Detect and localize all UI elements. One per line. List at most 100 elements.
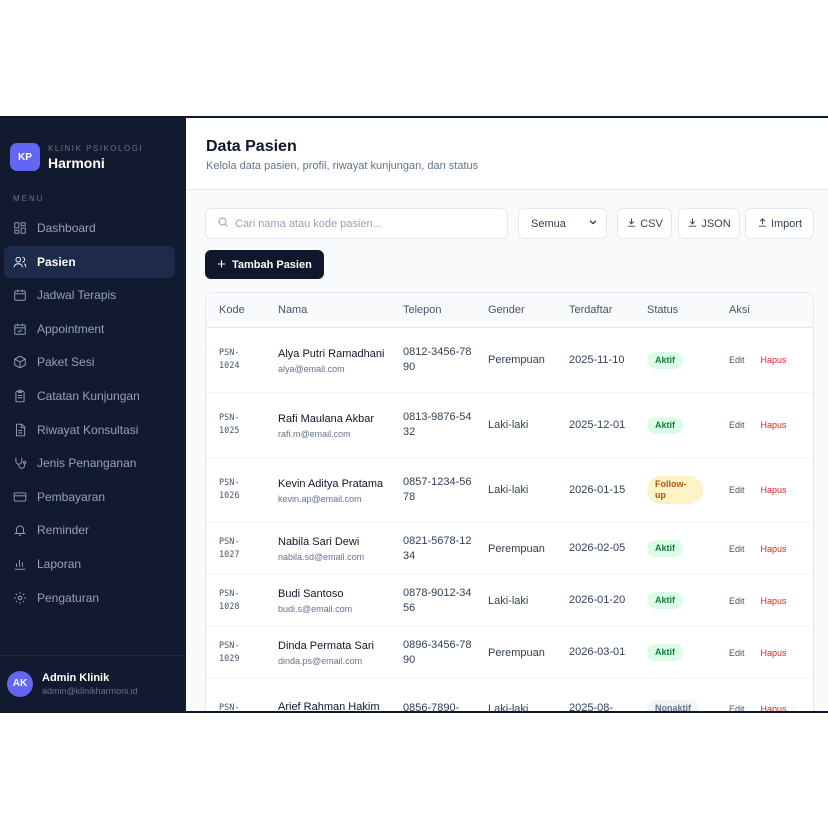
sidebar-item-label: Jadwal Terapis xyxy=(37,288,117,303)
patient-phone: 0878-9012-3456 xyxy=(403,586,472,614)
column-header-terdaftar[interactable]: Terdaftar xyxy=(569,304,613,316)
credit-card-icon xyxy=(13,490,27,504)
sidebar-item-label: Paket Sesi xyxy=(37,355,95,370)
patient-registered-date: 2026-01-20 xyxy=(569,594,626,606)
bar-chart-icon xyxy=(13,557,27,571)
main-content: Data Pasien Kelola data pasien, profil, … xyxy=(186,118,828,711)
patient-gender: Laki-laki xyxy=(488,594,529,607)
page-subtitle: Kelola data pasien, profil, riwayat kunj… xyxy=(206,160,479,172)
edit-button[interactable]: Edit xyxy=(729,355,745,365)
status-filter-select[interactable]: Semua xyxy=(518,208,607,239)
table-row: PSN- Arief Rahman Hakim 0856-7890- Laki-lak… xyxy=(206,679,813,711)
status-filter-value: Semua xyxy=(531,217,566,230)
document-icon xyxy=(13,423,27,437)
patient-code: PSN-1026 xyxy=(219,478,240,501)
sidebar-item-dashboard[interactable]: Dashboard xyxy=(4,212,175,244)
delete-button[interactable]: Hapus xyxy=(760,647,787,658)
gear-icon xyxy=(13,591,27,605)
patient-phone: 0857-1234-5678 xyxy=(403,476,472,503)
clipboard-icon xyxy=(13,389,27,403)
delete-button[interactable]: Hapus xyxy=(760,595,787,606)
patient-registered-date: 2025-12-01 xyxy=(569,418,626,431)
edit-button[interactable]: Edit xyxy=(729,543,745,554)
status-badge: Aktif xyxy=(647,416,683,434)
calendar-check-icon xyxy=(13,322,27,336)
patient-gender: Laki-laki xyxy=(488,702,529,712)
sidebar-item-riwayat-konsultasi[interactable]: Riwayat Konsultasi xyxy=(4,414,175,446)
column-header-telepon[interactable]: Telepon xyxy=(403,304,442,316)
sidebar-item-reminder[interactable]: Reminder xyxy=(4,514,175,546)
table-row: PSN-1027 Nabila Sari Dewi nabila.sd@email.… xyxy=(206,523,813,575)
sidebar-item-pasien[interactable]: Pasien xyxy=(4,245,175,278)
sidebar-item-jadwal-terapis[interactable]: Jadwal Terapis xyxy=(4,279,175,311)
chevron-down-icon xyxy=(588,217,598,230)
import-button[interactable]: Import xyxy=(745,208,814,239)
delete-button[interactable]: Hapus xyxy=(760,420,787,430)
edit-button[interactable]: Edit xyxy=(729,595,745,606)
patient-code: PSN-1027 xyxy=(219,536,240,560)
export-json-button[interactable]: JSON xyxy=(678,208,740,239)
patient-phone: 0813-9876-5432 xyxy=(403,411,472,438)
edit-button[interactable]: Edit xyxy=(729,485,745,495)
column-header-gender[interactable]: Gender xyxy=(488,304,525,316)
patient-registered-date: 2025-11-10 xyxy=(569,353,625,366)
menu-title: MENU xyxy=(13,194,45,203)
search-box[interactable] xyxy=(205,208,508,239)
sidebar-item-jenis-penanganan[interactable]: Jenis Penanganan xyxy=(4,447,175,479)
sidebar-item-pengaturan[interactable]: Pengaturan xyxy=(4,582,175,614)
patient-name: Dinda Permata Sari xyxy=(278,640,374,652)
sidebar: KP KLINIK PSIKOLOGI Harmoni MENU Dashboa… xyxy=(0,118,186,711)
edit-button[interactable]: Edit xyxy=(729,647,745,658)
page-title: Data Pasien xyxy=(206,138,297,155)
patient-code: PSN-1028 xyxy=(219,588,240,612)
search-input[interactable] xyxy=(235,217,495,230)
edit-button[interactable]: Edit xyxy=(729,420,745,430)
patient-gender: Perempuan xyxy=(488,646,545,659)
patient-phone: 0896-3456-7890 xyxy=(403,638,472,666)
patient-email: rafi.m@email.com xyxy=(278,428,351,439)
brand-name: Harmoni xyxy=(48,154,105,171)
patient-gender: Perempuan xyxy=(488,354,545,366)
column-header-status[interactable]: Status xyxy=(647,304,679,316)
sidebar-item-laporan[interactable]: Laporan xyxy=(4,548,175,580)
table-row: PSN-1026 Kevin Aditya Pratama kevin.ap@ema… xyxy=(206,458,813,523)
sidebar-item-label: Appointment xyxy=(37,321,105,336)
search-icon xyxy=(217,215,229,233)
export-csv-label: CSV xyxy=(640,217,663,230)
patient-registered-date: 2026-02-05 xyxy=(569,542,626,554)
sidebar-item-pembayaran[interactable]: Pembayaran xyxy=(4,481,175,513)
patient-phone: 0812-3456-7890 xyxy=(403,346,472,373)
table-row: PSN-1029 Dinda Permata Sari dinda.ps@email… xyxy=(206,627,813,679)
export-csv-button[interactable]: CSV xyxy=(617,208,672,239)
patient-name: Nabila Sari Dewi xyxy=(278,536,360,548)
edit-button[interactable]: Edit xyxy=(729,703,745,712)
patient-phone: 0821-5678-1234 xyxy=(403,534,472,562)
patient-email: dinda.ps@email.com xyxy=(278,656,363,666)
sidebar-item-label: Pembayaran xyxy=(37,489,106,504)
patient-email: nabila.sd@email.com xyxy=(278,552,365,562)
delete-button[interactable]: Hapus xyxy=(760,485,787,495)
brand-logo: KP xyxy=(10,143,40,171)
sidebar-item-paket-sesi[interactable]: Paket Sesi xyxy=(4,346,175,378)
user-profile[interactable]: AK Admin Klinik admin@klinikharmoni.id xyxy=(0,655,186,711)
sidebar-item-appointment[interactable]: Appointment xyxy=(4,313,175,345)
stethoscope-icon xyxy=(13,456,27,470)
patient-registered-date: 2025-08- xyxy=(569,702,614,711)
upload-icon xyxy=(757,217,771,231)
status-badge: Aktif xyxy=(647,351,683,369)
table-row: PSN-1024 Alya Putri Ramadhani alya@email.c… xyxy=(206,328,813,393)
patient-email: budi.s@email.com xyxy=(278,604,353,614)
patient-registered-date: 2026-03-01 xyxy=(569,646,626,658)
delete-button[interactable]: Hapus xyxy=(760,703,787,712)
add-patient-button[interactable]: + Tambah Pasien xyxy=(205,250,324,279)
delete-button[interactable]: Hapus xyxy=(760,543,787,554)
bell-icon xyxy=(13,523,27,537)
patient-code: PSN-1029 xyxy=(219,640,240,664)
patients-table: Kode Nama Telepon Gender Terdaftar Statu… xyxy=(205,292,814,711)
column-header-kode[interactable]: Kode xyxy=(219,304,245,316)
delete-button[interactable]: Hapus xyxy=(760,355,787,365)
sidebar-item-label: Laporan xyxy=(37,556,82,571)
column-header-nama[interactable]: Nama xyxy=(278,304,308,316)
status-badge: Aktif xyxy=(647,644,683,661)
sidebar-item-catatan-kunjungan[interactable]: Catatan Kunjungan xyxy=(4,380,175,412)
